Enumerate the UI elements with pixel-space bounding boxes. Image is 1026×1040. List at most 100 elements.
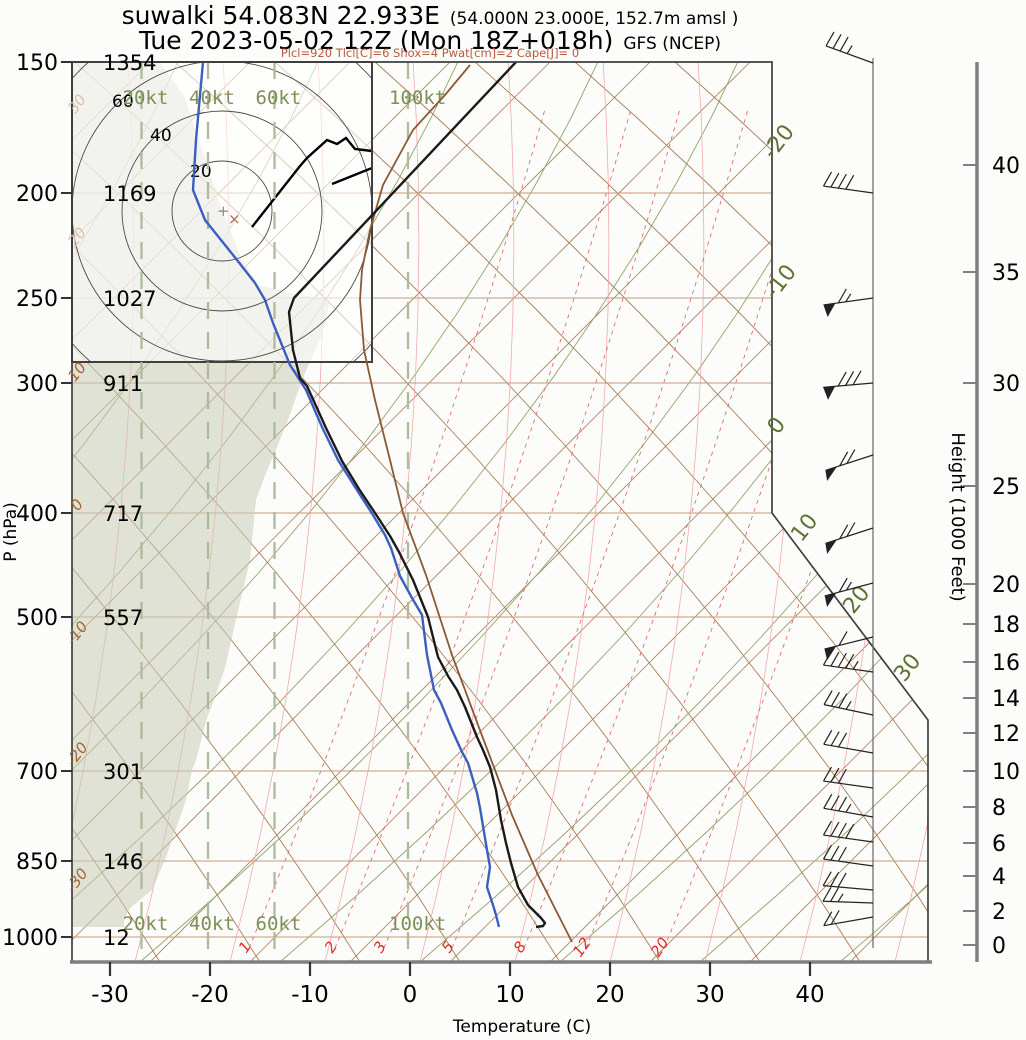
isotherm-edge-label: -20 (758, 120, 800, 164)
height-tick-label: 20 (992, 573, 1020, 598)
temperature-tick-label: 30 (695, 982, 724, 1008)
station-title-line: suwalki 54.083N 22.933E (54.000N 23.000E,… (0, 1, 860, 30)
moist-adiabat-pink-family-line (514, 62, 610, 962)
wind-barb (825, 449, 874, 481)
dry-adiabat-family-line (72, 62, 661, 962)
wind-barb (822, 820, 874, 843)
geopotential-height-label: 1354 (103, 51, 156, 75)
geopotential-height-label: 911 (103, 372, 143, 396)
wind-barb-half-tick (837, 893, 844, 903)
station-subtitle: (54.000N 23.000E, 152.7m amsl ) (449, 9, 739, 29)
wind-barb-half-tick (846, 45, 853, 54)
pressure-tick-label: 200 (16, 182, 58, 207)
pressure-tick-label: 850 (16, 850, 58, 875)
height-tick-label: 12 (992, 722, 1020, 747)
temperature-tick-label: -10 (291, 982, 329, 1008)
height-tick-label: 35 (992, 261, 1020, 286)
wind-speed-scale-label: 60kt (256, 913, 302, 935)
height-tick-label: 6 (992, 832, 1006, 857)
height-tick-label: 2 (992, 900, 1006, 925)
wind-barb-tick (839, 451, 849, 467)
wind-barb (825, 31, 874, 64)
wind-barb (823, 730, 874, 754)
isotherm-family-line (449, 62, 928, 962)
station-title: suwalki 54.083N 22.933E (121, 1, 440, 30)
moist-adiabat-green-family-line (699, 62, 928, 962)
wind-barb-tick (822, 871, 832, 886)
wind-barb (823, 910, 874, 927)
hodograph-trace-upper (331, 166, 372, 186)
wind-barb (822, 650, 874, 673)
wind-barb-tick (838, 693, 848, 709)
moist-adiabat-green-family-line (72, 62, 603, 962)
moist-adiabat-pink-family-line (609, 62, 705, 962)
storm-motion-mark: × (228, 210, 241, 228)
dry-adiabat-family-line (763, 62, 928, 962)
temperature-tick-label: 20 (595, 982, 624, 1008)
wind-barb-tick (822, 766, 833, 782)
wind-barb-half-tick (845, 293, 852, 303)
wind-barb-tick (838, 732, 848, 748)
wind-barb-tick (830, 845, 840, 861)
moist-adiabat-pink-family-line (419, 62, 515, 962)
isotherm-family-line (349, 62, 928, 962)
height-tick-label: 8 (992, 796, 1006, 821)
wind-barb (822, 766, 874, 789)
wind-barb-tick (837, 768, 847, 784)
height-tick-label: 16 (992, 651, 1020, 676)
height-tick-label: 40 (992, 154, 1020, 179)
mixing-ratio-label: 20 (647, 934, 673, 960)
parcel-moist-adiabat-line (359, 64, 573, 943)
wind-barb-tick (830, 651, 840, 667)
hodograph-ring-label: 40 (150, 126, 172, 146)
temperature-axis: -30 -20 -10 0 10 20 30 40 Temperature (C) (91, 962, 825, 1037)
temperature-axis-title: Temperature (C) (452, 1017, 591, 1037)
mixing-ratio-label: 12 (569, 934, 595, 960)
wind-speed-scale-label: 60kt (256, 87, 302, 109)
wind-barb (824, 577, 874, 607)
height-tick-label: 25 (992, 475, 1020, 500)
moist-adiabat-green-family-line (559, 62, 928, 962)
pressure-tick-label: 150 (16, 51, 58, 76)
wind-barb-tick (845, 371, 855, 386)
sounding-profiles (191, 62, 573, 943)
moist-adiabat-green-family-line (279, 62, 928, 962)
isotherm-family-line (649, 62, 928, 962)
hodograph-origin-mark: + (217, 202, 230, 220)
moist-adiabat-pink-family-line (894, 62, 928, 962)
geopotential-height-label: 146 (103, 850, 143, 874)
wind-barb-tick (837, 846, 847, 862)
wind-speed-scale-label: 20kt (123, 87, 169, 109)
height-tick-label: 30 (992, 372, 1020, 397)
temperature-profile-line (287, 62, 547, 929)
wind-barb-pennant (823, 386, 836, 400)
temperature-tick-label: -20 (191, 982, 229, 1008)
hodograph-ring-label: 60 (112, 92, 134, 112)
wind-barb-tick (825, 31, 835, 47)
wind-barb-half-tick (852, 660, 859, 670)
wind-barb-tick (822, 844, 833, 860)
pressure-tick-label: 1000 (2, 926, 58, 951)
height-axis-title: Height (1000 Feet) (947, 432, 968, 601)
height-tick-label: 14 (992, 687, 1020, 712)
wind-speed-scale-label: 100kt (389, 87, 446, 109)
dry-adiabat-family-line (563, 62, 928, 962)
pressure-tick-label: 500 (16, 606, 58, 631)
dewpoint-profile-line (191, 62, 501, 928)
mixing-ratio-line (383, 107, 681, 949)
wind-barb-tick (837, 371, 847, 387)
wind-barb-tick (845, 653, 855, 669)
wind-barb-tick (830, 731, 840, 746)
isotherm-family-line (849, 62, 928, 962)
pressure-tick-label: 250 (16, 287, 58, 312)
temperature-tick-label: 10 (495, 982, 524, 1008)
isotherm-edge-label: 0 (763, 413, 791, 439)
dry-adiabat-family-line (463, 62, 928, 962)
wind-barb-pennant (823, 303, 836, 317)
dry-adiabat-family-line (263, 62, 928, 962)
mixing-ratio-label: 3 (370, 938, 390, 956)
height-tick-label: 10 (992, 760, 1020, 785)
